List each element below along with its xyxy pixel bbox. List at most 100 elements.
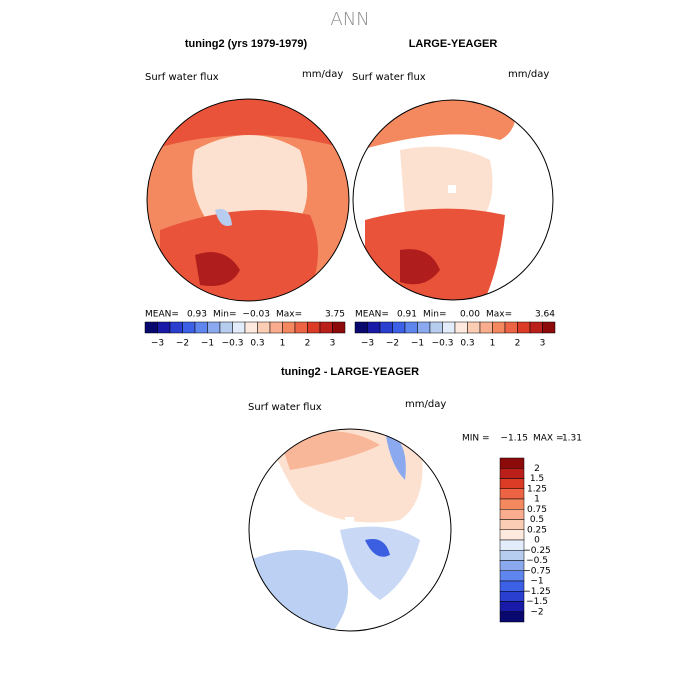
variable-label: Surf water flux — [145, 72, 219, 83]
colorbar-swatch — [499, 478, 525, 489]
panel-title: tuning2 - LARGE-YEAGER — [281, 366, 419, 378]
colorbar-swatch — [282, 321, 296, 334]
stat-text: MEAN= — [355, 310, 389, 320]
colorbar-swatch — [529, 321, 543, 334]
map — [249, 429, 451, 631]
colorbar-swatch — [404, 321, 418, 334]
colorbar-label: 2 — [515, 339, 521, 349]
colorbar-label: 1 — [534, 495, 540, 505]
stat-label: MAX = — [533, 434, 564, 444]
units-label: mm/day — [508, 69, 549, 80]
colorbar-swatch — [499, 560, 525, 571]
colorbar-swatch — [499, 611, 525, 623]
stat-text: Min= — [213, 310, 237, 320]
colorbar-swatch — [367, 321, 381, 334]
colorbar-swatch — [294, 321, 308, 334]
variable-label: Surf water flux — [248, 402, 322, 413]
stat-text: 0.00 — [460, 310, 480, 320]
colorbar-swatch — [499, 580, 525, 592]
colorbar-label: −1.5 — [526, 597, 548, 607]
colorbar-label: −1 — [411, 339, 424, 349]
figure-title: ANN — [330, 9, 369, 30]
colorbar-swatch — [499, 591, 525, 602]
stat-text: Min= — [423, 310, 447, 320]
stat-text: 3.75 — [325, 310, 345, 320]
colorbar-label: −1 — [201, 339, 214, 349]
colorbar-label: 1 — [280, 339, 286, 349]
colorbar-swatch — [257, 321, 271, 334]
stat-text: 0.93 — [187, 310, 207, 320]
colorbar-label: 1.25 — [527, 484, 547, 494]
colorbar-swatch — [244, 321, 258, 334]
colorbar-swatch — [319, 321, 333, 334]
colorbar-swatch — [499, 570, 525, 582]
stat-value: 1.31 — [562, 434, 582, 444]
diff-stats: MIN = −1.15 MAX = 1.31 — [462, 434, 582, 444]
panel-title: LARGE-YEAGER — [409, 38, 498, 50]
map — [353, 100, 553, 300]
colorbar-label: 3 — [330, 339, 336, 349]
stat-label: MIN = — [462, 434, 490, 444]
stat-text: 0.91 — [397, 310, 417, 320]
colorbar-label: 0.75 — [527, 505, 547, 515]
stat-value: −1.15 — [500, 434, 528, 444]
colorbar-swatch — [332, 321, 346, 334]
colorbar-label: 0.25 — [527, 525, 547, 535]
colorbar-label: −3 — [151, 339, 164, 349]
colorbar-swatch — [499, 498, 525, 510]
colorbar-swatch — [157, 321, 171, 334]
colorbar-swatch — [499, 519, 525, 530]
colorbar-swatch — [499, 539, 525, 551]
map-border — [248, 428, 452, 632]
colorbar-label: −0.3 — [222, 339, 244, 349]
colorbar-label: 1.5 — [530, 474, 544, 484]
colorbar-label: −1 — [530, 577, 543, 587]
colorbar-label: −3 — [361, 339, 374, 349]
colorbar-swatch — [492, 321, 506, 334]
colorbar-label: 0.3 — [460, 339, 474, 349]
colorbar-label: −2 — [386, 339, 399, 349]
colorbar-label: 2 — [534, 464, 540, 474]
colorbar-swatch — [392, 321, 406, 334]
colorbar-swatch — [182, 321, 196, 334]
colorbar-swatch — [194, 321, 208, 334]
colorbar-label: 0.3 — [250, 339, 264, 349]
colorbar-swatch — [499, 550, 525, 561]
map — [147, 99, 349, 301]
colorbar-label: −0.3 — [432, 339, 454, 349]
panel-title: tuning2 (yrs 1979-1979) — [185, 38, 308, 50]
colorbar-swatch — [542, 321, 556, 334]
colorbar-swatch — [232, 321, 246, 334]
colorbar-swatch — [499, 457, 525, 469]
colorbar-swatch — [504, 321, 518, 334]
stat-text: Max= — [276, 310, 302, 320]
stat-text: MEAN= — [145, 310, 179, 320]
colorbar-swatch — [499, 468, 525, 479]
colorbar-swatch — [417, 321, 431, 334]
colorbar-label: −0.25 — [523, 546, 551, 556]
units-label: mm/day — [405, 399, 446, 410]
colorbar-label: −2 — [176, 339, 189, 349]
colorbar-swatch — [467, 321, 481, 334]
map-border — [352, 99, 554, 301]
stat-text: 3.64 — [535, 310, 555, 320]
units-label: mm/day — [302, 69, 343, 80]
colorbar-swatch — [499, 488, 525, 500]
stat-text: Max= — [486, 310, 512, 320]
colorbar-label: 2 — [305, 339, 311, 349]
colorbar-swatch — [269, 321, 283, 334]
colorbar-swatch — [379, 321, 393, 334]
colorbar-swatch — [354, 321, 368, 334]
colorbar-swatch — [442, 321, 456, 334]
colorbar-swatch — [499, 529, 525, 541]
stat-text: −0.03 — [242, 310, 270, 320]
variable-label: Surf water flux — [352, 72, 426, 83]
colorbar-swatch — [479, 321, 493, 334]
colorbar-swatch — [144, 321, 158, 334]
colorbar-swatch — [219, 321, 233, 334]
colorbar-label: 0 — [534, 536, 540, 546]
colorbar-label: 3 — [540, 339, 546, 349]
colorbar-swatch — [207, 321, 221, 334]
colorbar-swatch — [517, 321, 531, 334]
colorbar-label: −0.75 — [523, 566, 551, 576]
